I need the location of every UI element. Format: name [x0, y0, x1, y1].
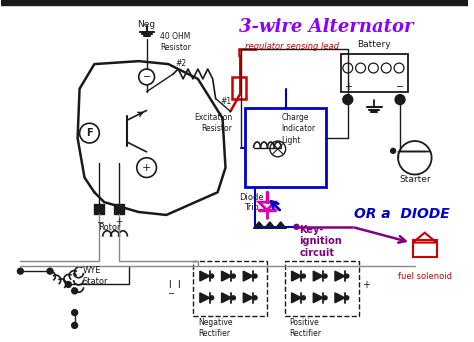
- Circle shape: [391, 148, 396, 153]
- Text: +: +: [362, 280, 370, 290]
- Circle shape: [343, 95, 353, 105]
- Bar: [232, 77, 246, 98]
- Circle shape: [231, 296, 236, 300]
- Circle shape: [301, 296, 305, 300]
- Text: 3-wire Alternator: 3-wire Alternator: [239, 18, 413, 36]
- Circle shape: [345, 296, 349, 300]
- Text: Rotor: Rotor: [98, 223, 120, 232]
- Text: F: F: [86, 128, 93, 138]
- Circle shape: [323, 274, 327, 278]
- Bar: [245, 108, 326, 187]
- Polygon shape: [313, 271, 323, 281]
- Text: +: +: [344, 82, 352, 92]
- Circle shape: [210, 296, 214, 300]
- Text: Charge
Indicator
Light: Charge Indicator Light: [282, 114, 316, 145]
- Text: Neg: Neg: [137, 20, 155, 29]
- Polygon shape: [265, 222, 275, 228]
- Text: #1: #1: [220, 96, 231, 106]
- Polygon shape: [200, 271, 210, 281]
- Circle shape: [301, 274, 305, 278]
- Polygon shape: [243, 271, 253, 281]
- Circle shape: [323, 296, 327, 300]
- Text: Key-
ignition
circuit: Key- ignition circuit: [300, 225, 342, 258]
- Polygon shape: [221, 293, 231, 303]
- Text: Diode
Trio: Diode Trio: [239, 193, 264, 212]
- Text: regulator sensing lead: regulator sensing lead: [245, 42, 339, 51]
- Text: Negative
Rectifier: Negative Rectifier: [198, 318, 232, 338]
- Circle shape: [345, 274, 349, 278]
- Circle shape: [72, 310, 78, 316]
- Text: Starter: Starter: [399, 175, 431, 184]
- Text: Battery: Battery: [357, 40, 391, 49]
- Polygon shape: [292, 271, 301, 281]
- Circle shape: [294, 224, 299, 229]
- Text: 40 OHM
Resistor: 40 OHM Resistor: [160, 31, 191, 52]
- Polygon shape: [200, 293, 210, 303]
- Text: −: −: [167, 289, 174, 298]
- Text: +: +: [142, 163, 151, 173]
- Circle shape: [395, 95, 405, 105]
- Bar: [0, 0, 468, 5]
- Bar: [413, 240, 437, 258]
- Circle shape: [231, 274, 236, 278]
- Circle shape: [18, 268, 23, 274]
- Text: Positive
Rectifier: Positive Rectifier: [290, 318, 321, 338]
- Polygon shape: [254, 222, 264, 228]
- Text: WYE
Stator: WYE Stator: [82, 266, 108, 286]
- Text: l  l: l l: [169, 280, 181, 290]
- Bar: [94, 204, 104, 214]
- Text: −: −: [96, 217, 103, 226]
- Circle shape: [253, 274, 257, 278]
- Polygon shape: [276, 222, 286, 228]
- Circle shape: [65, 281, 71, 287]
- Circle shape: [210, 274, 214, 278]
- Polygon shape: [335, 293, 345, 303]
- Polygon shape: [243, 293, 253, 303]
- Bar: [114, 204, 124, 214]
- Polygon shape: [335, 271, 345, 281]
- Text: −: −: [143, 72, 151, 82]
- Circle shape: [72, 323, 78, 328]
- Text: Excitation
Resistor: Excitation Resistor: [194, 114, 232, 133]
- Bar: [193, 261, 267, 316]
- Bar: [341, 54, 408, 92]
- Text: OR a  DIODE: OR a DIODE: [354, 207, 449, 221]
- Circle shape: [47, 268, 53, 274]
- Polygon shape: [292, 293, 301, 303]
- Text: fuel solenoid: fuel solenoid: [398, 272, 452, 281]
- Polygon shape: [313, 293, 323, 303]
- Polygon shape: [221, 271, 231, 281]
- Circle shape: [72, 288, 78, 294]
- Text: +: +: [115, 217, 123, 226]
- Text: #2: #2: [175, 59, 187, 68]
- Bar: [285, 261, 359, 316]
- Text: −: −: [396, 82, 404, 92]
- Circle shape: [253, 296, 257, 300]
